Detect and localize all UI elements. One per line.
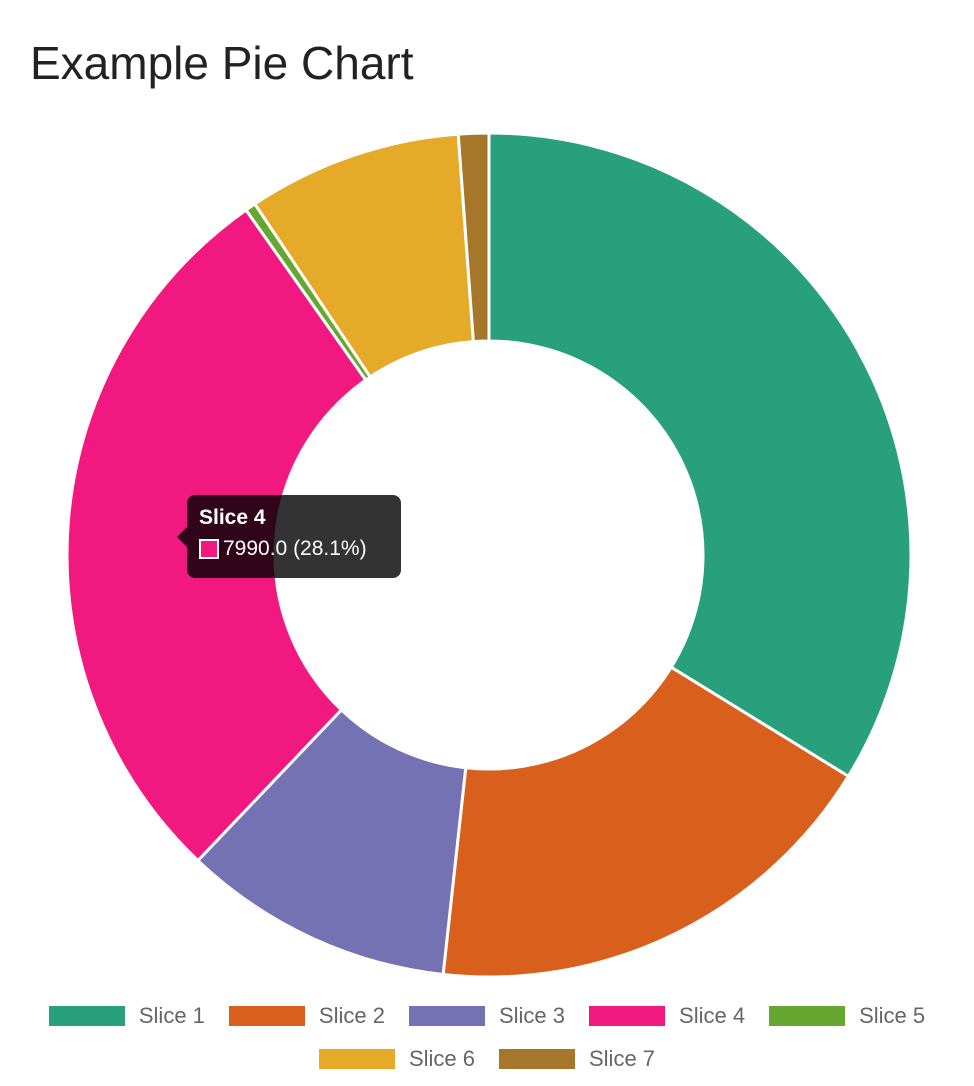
legend-item-slice-4[interactable]: Slice 4 xyxy=(589,1003,745,1029)
legend-label: Slice 2 xyxy=(318,1002,385,1028)
legend-item-slice-3[interactable]: Slice 3 xyxy=(408,1002,566,1029)
legend: Slice 1 Slice 2 Slice 3 Slice 4 Slice 5 Slic… xyxy=(0,994,974,1080)
donut-chart xyxy=(65,131,913,979)
chart-title: Example Pie Chart xyxy=(30,37,414,89)
legend-item-slice-7[interactable]: Slice 7 xyxy=(499,1046,655,1072)
legend-item-slice-2[interactable]: Slice 2 xyxy=(228,1002,385,1029)
legend-swatch xyxy=(48,1005,125,1026)
legend-label: Slice 4 xyxy=(679,1002,746,1028)
slice-7[interactable] xyxy=(456,131,491,344)
legend-swatch xyxy=(769,1005,846,1026)
legend-item-slice-5[interactable]: Slice 5 xyxy=(769,1003,925,1029)
legend-label: Slice 7 xyxy=(589,1045,656,1071)
legend-swatch xyxy=(408,1005,485,1026)
tooltip-color-swatch xyxy=(199,538,219,559)
legend-row-2: Slice 6 Slice 7 xyxy=(0,1037,974,1080)
slice-2[interactable] xyxy=(441,665,851,979)
legend-swatch xyxy=(499,1048,575,1069)
tooltip-value: 7990.0 (28.1%) xyxy=(223,537,367,560)
legend-label: Slice 3 xyxy=(498,1002,566,1028)
slice-1[interactable] xyxy=(487,131,913,779)
tooltip-title: Slice 4 xyxy=(199,506,266,529)
legend-swatch xyxy=(228,1005,305,1026)
legend-item-slice-1[interactable]: Slice 1 xyxy=(48,1002,205,1029)
slice-3[interactable] xyxy=(195,707,468,977)
legend-swatch xyxy=(318,1048,395,1069)
legend-row-1: Slice 1 Slice 2 Slice 3 Slice 4 Slice 5 xyxy=(0,994,974,1037)
legend-swatch xyxy=(589,1005,666,1026)
legend-item-slice-6[interactable]: Slice 6 xyxy=(318,1045,475,1072)
legend-label: Slice 1 xyxy=(138,1002,205,1028)
legend-label: Slice 5 xyxy=(859,1002,926,1028)
tooltip: Slice 4 7990.0 (28.1%) xyxy=(177,495,401,578)
legend-label: Slice 6 xyxy=(408,1045,475,1071)
tooltip-body: 7990.0 (28.1%) xyxy=(199,538,389,559)
